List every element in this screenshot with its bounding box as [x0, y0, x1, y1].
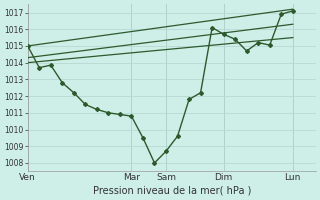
X-axis label: Pression niveau de la mer( hPa ): Pression niveau de la mer( hPa ): [92, 186, 251, 196]
